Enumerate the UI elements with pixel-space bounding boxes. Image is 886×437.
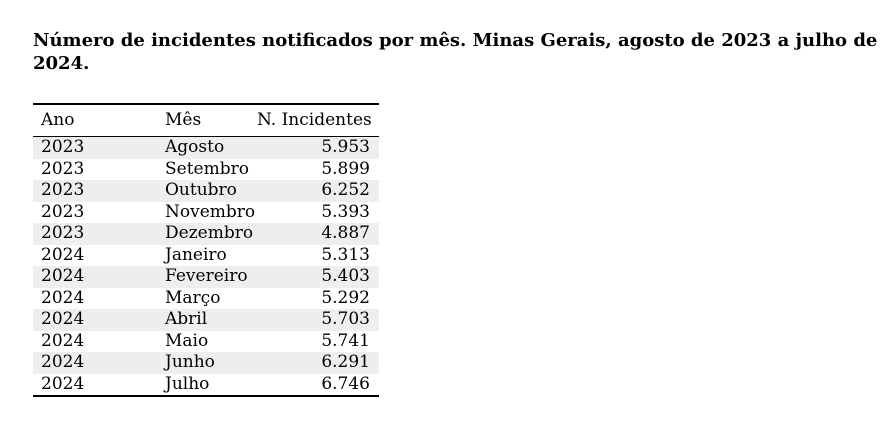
cell-incidentes: 5.393 — [321, 201, 370, 222]
table-row: 2023 Outubro 6.252 — [33, 180, 379, 202]
cell-mes: Agosto — [165, 137, 225, 157]
incidents-table: Ano Mês N. Incidentes 2023 Agosto 5.953 … — [33, 103, 379, 397]
cell-ano: 2024 — [41, 244, 85, 265]
cell-incidentes: 5.741 — [321, 330, 370, 351]
cell-incidentes: 6.291 — [321, 352, 370, 372]
table-row: 2024 Fevereiro 5.403 — [33, 266, 379, 288]
cell-ano: 2023 — [41, 201, 85, 222]
cell-incidentes: 5.403 — [321, 266, 370, 286]
cell-incidentes: 5.899 — [321, 158, 370, 179]
cell-ano: 2024 — [41, 373, 85, 394]
cell-incidentes: 5.703 — [321, 309, 370, 329]
cell-ano: 2023 — [41, 137, 85, 157]
cell-incidentes: 4.887 — [321, 223, 370, 243]
cell-mes: Dezembro — [165, 223, 254, 243]
cell-incidentes: 5.292 — [321, 287, 370, 308]
cell-incidentes: 5.953 — [321, 137, 370, 157]
col-header-incidentes: N. Incidentes — [257, 104, 379, 137]
cell-ano: 2024 — [41, 287, 85, 308]
table-row: 2023 Agosto 5.953 — [33, 136, 379, 159]
cell-mes: Junho — [165, 352, 215, 372]
cell-ano: 2024 — [41, 352, 85, 372]
table-row: 2024 Julho 6.746 — [33, 374, 379, 397]
col-header-ano: Ano — [33, 104, 157, 137]
page-title: Número de incidentes notificados por mês… — [33, 30, 878, 74]
table-row: 2024 Março 5.292 — [33, 288, 379, 310]
cell-mes: Março — [165, 287, 221, 308]
table-row: 2024 Junho 6.291 — [33, 352, 379, 374]
table-header-row: Ano Mês N. Incidentes — [33, 104, 379, 137]
cell-mes: Fevereiro — [165, 266, 248, 286]
table-row: 2023 Novembro 5.393 — [33, 202, 379, 224]
cell-mes: Janeiro — [165, 244, 227, 265]
table-row: 2023 Setembro 5.899 — [33, 159, 379, 181]
cell-ano: 2024 — [41, 309, 85, 329]
cell-mes: Setembro — [165, 158, 249, 179]
table-row: 2024 Maio 5.741 — [33, 331, 379, 353]
table-row: 2024 Janeiro 5.313 — [33, 245, 379, 267]
cell-incidentes: 6.746 — [321, 373, 370, 394]
cell-ano: 2024 — [41, 266, 85, 286]
cell-mes: Abril — [165, 309, 208, 329]
table-row: 2024 Abril 5.703 — [33, 309, 379, 331]
cell-ano: 2024 — [41, 330, 85, 351]
table-row: 2023 Dezembro 4.887 — [33, 223, 379, 245]
cell-ano: 2023 — [41, 158, 85, 179]
cell-ano: 2023 — [41, 223, 85, 243]
cell-ano: 2023 — [41, 180, 85, 200]
cell-mes: Novembro — [165, 201, 256, 222]
cell-incidentes: 6.252 — [321, 180, 370, 200]
cell-incidentes: 5.313 — [321, 244, 370, 265]
col-header-mes: Mês — [157, 104, 257, 137]
cell-mes: Julho — [165, 373, 210, 394]
cell-mes: Maio — [165, 330, 209, 351]
cell-mes: Outubro — [165, 180, 237, 200]
